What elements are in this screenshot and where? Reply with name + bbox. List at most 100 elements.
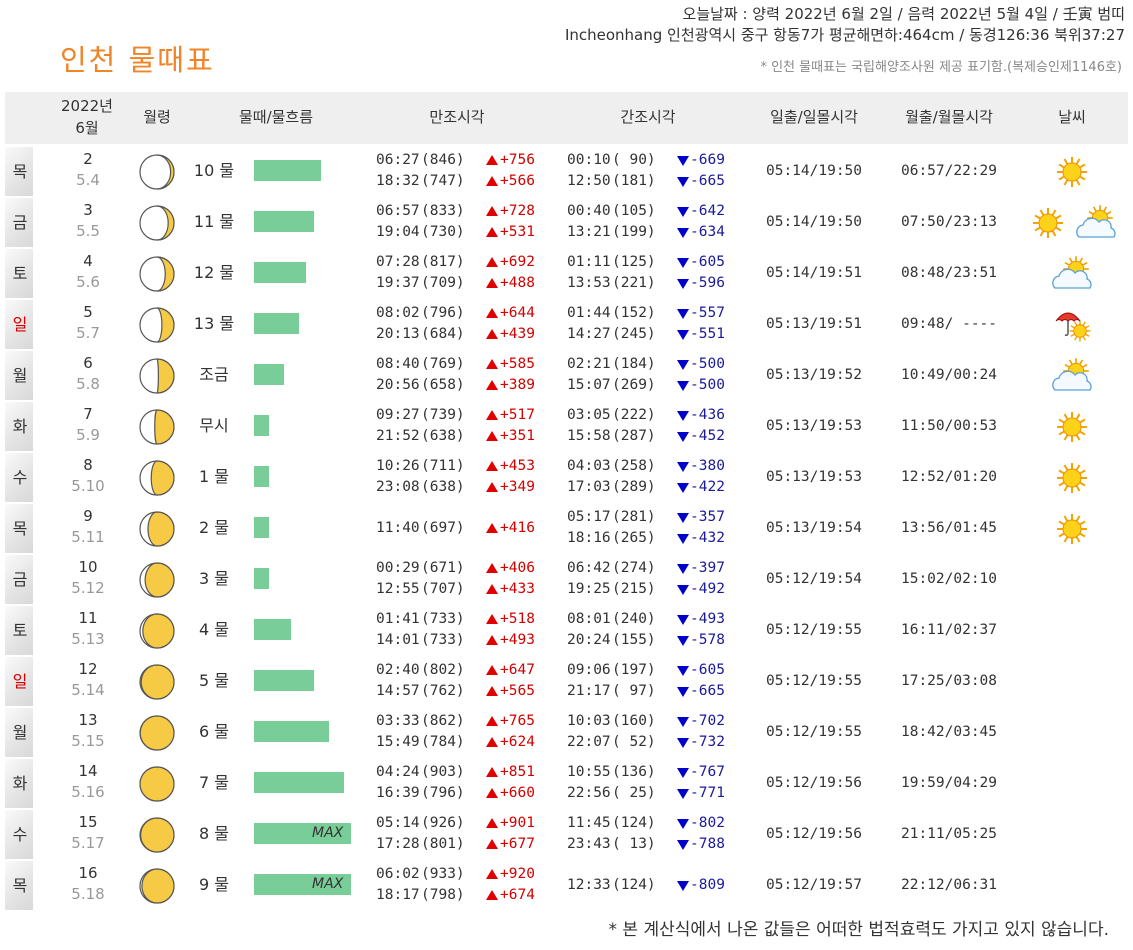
cloud — [1052, 370, 1092, 391]
tide-label: 9 물 — [199, 875, 229, 894]
low-tide-level: (184) — [612, 356, 656, 372]
day: 15 — [78, 813, 98, 831]
up-arrow — [486, 635, 498, 645]
weekday: 금 — [12, 213, 28, 232]
high-tide-level: (796) — [421, 305, 465, 321]
sun-times: 05:12/19:56 — [765, 826, 863, 842]
high-tide-diff: +660 — [500, 785, 535, 801]
sun-times: 05:12/19:54 — [765, 571, 863, 587]
moon-lit — [141, 868, 175, 904]
low-tide-diff: -605 — [690, 254, 725, 270]
high-tide-time: 08:40 — [376, 356, 420, 372]
flow-max-label: MAX — [312, 825, 344, 841]
low-tide-time: 11:45 — [567, 815, 611, 831]
high-tide-level: (739) — [421, 407, 465, 423]
up-arrow — [486, 257, 498, 267]
high-tide-time: 15:49 — [376, 734, 420, 750]
moon-lit — [140, 817, 175, 853]
lunar-date: 5.9 — [76, 426, 100, 444]
low-tide-time: 23:43 — [567, 836, 611, 852]
down-arrow — [677, 564, 689, 574]
low-tide-level: (199) — [612, 224, 656, 240]
lunar-date: 5.4 — [76, 171, 100, 189]
sun-times: 05:13/19:53 — [765, 418, 863, 434]
weekday-cell — [5, 810, 33, 859]
moon-times: 21:11/05:25 — [900, 826, 998, 842]
lunar-date: 5.17 — [71, 834, 105, 852]
sun-ray — [1106, 210, 1112, 215]
high-tide-diff: +624 — [500, 734, 535, 750]
low-tide-diff: -452 — [690, 428, 725, 444]
high-tide-level: (671) — [421, 560, 465, 576]
down-arrow — [677, 666, 689, 676]
moon-phase — [139, 256, 175, 292]
low-tide-time: 22:07 — [567, 734, 611, 750]
down-arrow — [677, 881, 689, 891]
sun-ray — [1075, 158, 1081, 165]
tide-label: 6 물 — [199, 722, 229, 741]
sun-times: 05:13/19:54 — [765, 520, 863, 536]
high-tide-time: 18:17 — [376, 887, 420, 903]
lunar-date: 5.15 — [71, 732, 105, 750]
sun-ray — [1074, 336, 1078, 341]
up-arrow — [486, 308, 498, 318]
day: 16 — [78, 864, 98, 882]
high-tide-time: 06:02 — [376, 866, 420, 882]
high-tide-level: (903) — [421, 764, 465, 780]
moon-lit — [150, 460, 175, 496]
header-month: 6월 — [75, 119, 99, 137]
down-arrow — [677, 309, 689, 319]
low-tide-level: (125) — [612, 254, 656, 270]
up-arrow — [486, 176, 498, 186]
weekday: 토 — [12, 621, 28, 640]
high-tide-level: (846) — [421, 152, 465, 168]
low-tide-time: 04:03 — [567, 458, 611, 474]
page-title: 인천 물때표 — [60, 43, 215, 77]
day: 13 — [78, 711, 98, 729]
down-arrow — [677, 258, 689, 268]
sun-ray — [1058, 163, 1065, 169]
low-tide-diff: -422 — [690, 479, 725, 495]
high-tide-level: (784) — [421, 734, 465, 750]
moon-phase — [139, 511, 175, 547]
sun-ray — [1058, 532, 1065, 538]
moon-phase — [139, 868, 175, 904]
lunar-date: 5.12 — [71, 579, 105, 597]
high-tide-level: (638) — [421, 479, 465, 495]
tide-label: 무시 — [199, 416, 229, 435]
day: 3 — [83, 201, 93, 219]
moon-phase — [139, 664, 175, 700]
moon-lit — [156, 154, 175, 190]
sun-ray — [1075, 179, 1081, 186]
sun-ray — [1058, 418, 1065, 424]
day: 2 — [83, 150, 93, 168]
moon-lit — [142, 613, 175, 649]
high-tide-level: (802) — [421, 662, 465, 678]
sun-times: 05:13/19:52 — [765, 367, 863, 383]
down-arrow — [677, 360, 689, 370]
low-tide-diff: -771 — [690, 785, 725, 801]
sun-disc — [1038, 213, 1058, 233]
high-tide-time: 02:40 — [376, 662, 420, 678]
up-arrow — [486, 563, 498, 573]
weather-icon — [1057, 514, 1087, 544]
sun-ray — [1039, 230, 1045, 237]
sun-ray — [1064, 261, 1070, 266]
flow-bar — [254, 364, 285, 385]
sun-ray — [1063, 515, 1069, 522]
down-arrow — [677, 279, 689, 289]
up-arrow — [486, 278, 498, 288]
down-arrow — [677, 738, 689, 748]
sun-disc — [1062, 162, 1082, 182]
weekday: 일 — [12, 315, 28, 334]
low-tide-time: 17:03 — [567, 479, 611, 495]
sun-disc — [1062, 468, 1082, 488]
sun-ray — [1082, 363, 1088, 368]
table-header — [5, 92, 1128, 144]
tide-label: 1 물 — [199, 467, 229, 486]
sun-disc — [1062, 417, 1082, 437]
moon-phase — [139, 409, 175, 445]
lunar-date: 5.13 — [71, 630, 105, 648]
weekday: 일 — [12, 672, 28, 691]
low-tide-diff: -500 — [690, 377, 725, 393]
